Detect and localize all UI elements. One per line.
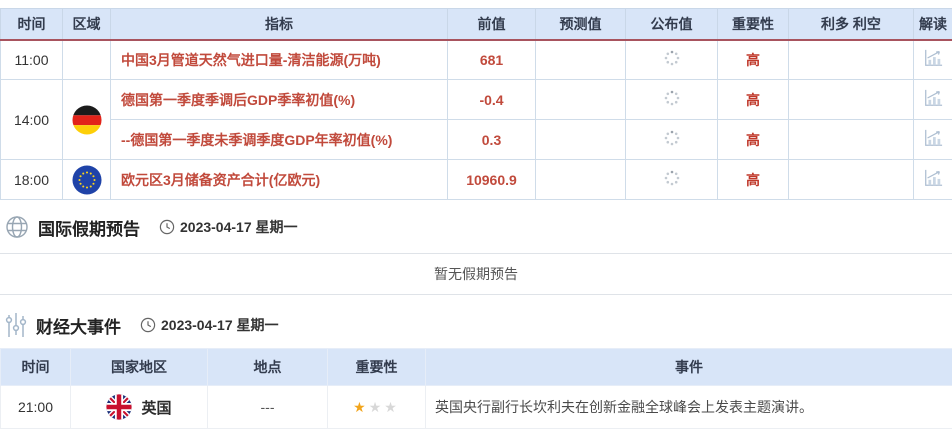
star-icon: ★	[384, 399, 400, 415]
interpretation-cell	[914, 80, 952, 120]
published-value-cell	[626, 120, 718, 160]
region-cell	[63, 80, 111, 160]
star-icon: ★	[353, 399, 369, 415]
col-header-country: 国家地区	[71, 349, 208, 386]
previous-value-cell: 0.3	[448, 120, 536, 160]
clock-icon	[140, 317, 156, 333]
forecast-value-cell	[536, 80, 626, 120]
col-header-bull-bear: 利多 利空	[789, 9, 914, 40]
forecast-value-cell	[536, 160, 626, 200]
calendar-row: 18:00 欧元区3月储备资产合计(亿欧元) 10960.9 高	[1, 160, 952, 200]
star-icon: ★	[369, 399, 385, 415]
indicator-cell: 德国第一季度季调后GDP季率初值(%)	[111, 80, 448, 120]
country-cell: 英国	[71, 386, 208, 429]
importance-cell: 高	[718, 160, 789, 200]
time-cell: 11:00	[1, 40, 63, 80]
bar-chart-icon[interactable]	[922, 88, 944, 111]
time-cell: 14:00	[1, 80, 63, 160]
events-section-date: 2023-04-17 星期一	[140, 315, 279, 335]
col-header-importance: 重要性	[328, 349, 426, 386]
indicator-link[interactable]: 中国3月管道天然气进口量-清洁能源(万吨)	[121, 52, 381, 68]
col-header-indicator: 指标	[111, 9, 448, 40]
importance-stars: ★★★	[328, 386, 426, 429]
sliders-icon	[5, 313, 27, 337]
previous-value-cell: 10960.9	[448, 160, 536, 200]
interpretation-cell	[914, 40, 952, 80]
indicator-cell: 欧元区3月储备资产合计(亿欧元)	[111, 160, 448, 200]
globe-icon	[5, 215, 29, 239]
uk-flag-icon	[106, 394, 132, 420]
holiday-section-header: 国际假期预告 2023-04-17 星期一	[0, 213, 952, 241]
loading-spinner-icon	[664, 170, 680, 186]
region-cell-empty	[63, 40, 111, 80]
previous-value-cell: 681	[448, 40, 536, 80]
loading-spinner-icon	[664, 90, 680, 106]
published-value-cell	[626, 160, 718, 200]
indicator-cell: --德国第一季度未季调季度GDP年率初值(%)	[111, 120, 448, 160]
bull-bear-cell	[789, 80, 914, 120]
location-cell: ---	[208, 386, 328, 429]
holiday-section-date: 2023-04-17 星期一	[159, 217, 298, 237]
col-header-interpretation: 解读	[914, 9, 952, 40]
time-cell: 21:00	[1, 386, 71, 429]
region-cell	[63, 160, 111, 200]
event-row: 21:00 英国 ---	[1, 386, 952, 429]
calendar-header-row: 时间 区域 指标 前值 预测值 公布值 重要性 利多 利空 解读	[1, 9, 952, 40]
col-header-time: 时间	[1, 9, 63, 40]
no-holiday-message: 暂无假期预告	[0, 253, 952, 295]
indicator-link[interactable]: 德国第一季度季调后GDP季率初值(%)	[121, 92, 355, 108]
clock-icon	[159, 219, 175, 235]
importance-cell: 高	[718, 40, 789, 80]
loading-spinner-icon	[664, 130, 680, 146]
eu-flag-icon	[72, 165, 102, 195]
published-value-cell	[626, 40, 718, 80]
holiday-section-title: 国际假期预告	[38, 215, 140, 240]
time-cell: 18:00	[1, 160, 63, 200]
indicator-link[interactable]: 欧元区3月储备资产合计(亿欧元)	[121, 172, 320, 188]
col-header-region: 区域	[63, 9, 111, 40]
col-header-location: 地点	[208, 349, 328, 386]
economic-calendar-table: 时间 区域 指标 前值 预测值 公布值 重要性 利多 利空 解读 11:00 中…	[0, 8, 952, 200]
indicator-link[interactable]: --德国第一季度未季调季度GDP年率初值(%)	[121, 132, 392, 148]
events-section-title: 财经大事件	[36, 313, 121, 338]
bar-chart-icon[interactable]	[922, 168, 944, 191]
bull-bear-cell	[789, 120, 914, 160]
col-header-event: 事件	[426, 349, 952, 386]
col-header-time: 时间	[1, 349, 71, 386]
bar-chart-icon[interactable]	[922, 128, 944, 151]
calendar-row: 11:00 中国3月管道天然气进口量-清洁能源(万吨) 681 高	[1, 40, 952, 80]
events-table: 时间 国家地区 地点 重要性 事件 21:00	[0, 348, 952, 429]
col-header-importance: 重要性	[718, 9, 789, 40]
interpretation-cell	[914, 160, 952, 200]
events-section-header: 财经大事件 2023-04-17 星期一	[0, 310, 952, 340]
col-header-forecast: 预测值	[536, 9, 626, 40]
forecast-value-cell	[536, 40, 626, 80]
col-header-published: 公布值	[626, 9, 718, 40]
col-header-previous: 前值	[448, 9, 536, 40]
bull-bear-cell	[789, 40, 914, 80]
importance-cell: 高	[718, 120, 789, 160]
indicator-cell: 中国3月管道天然气进口量-清洁能源(万吨)	[111, 40, 448, 80]
bull-bear-cell	[789, 160, 914, 200]
bar-chart-icon[interactable]	[922, 48, 944, 71]
event-description: 英国央行副行长坎利夫在创新金融全球峰会上发表主题演讲。	[426, 386, 952, 429]
previous-value-cell: -0.4	[448, 80, 536, 120]
calendar-row: --德国第一季度未季调季度GDP年率初值(%) 0.3 高	[1, 120, 952, 160]
importance-cell: 高	[718, 80, 789, 120]
interpretation-cell	[914, 120, 952, 160]
holiday-date-text: 2023-04-17 星期一	[180, 217, 298, 237]
loading-spinner-icon	[664, 50, 680, 66]
forecast-value-cell	[536, 120, 626, 160]
events-header-row: 时间 国家地区 地点 重要性 事件	[1, 349, 952, 386]
germany-flag-icon	[72, 105, 102, 135]
country-name: 英国	[141, 397, 171, 418]
published-value-cell	[626, 80, 718, 120]
events-date-text: 2023-04-17 星期一	[161, 315, 279, 335]
calendar-row: 14:00 德国第一季度季调后GDP季率初值(%) -0.4 高	[1, 80, 952, 120]
